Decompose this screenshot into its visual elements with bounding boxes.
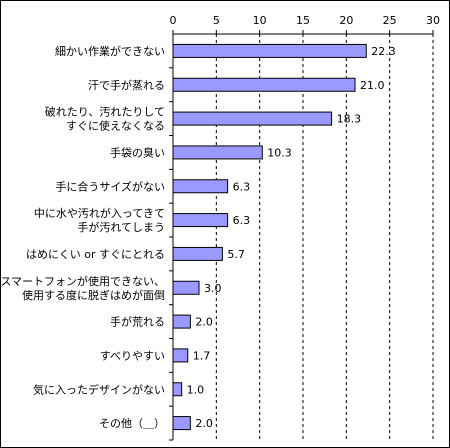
data-label: 3.0 [204, 282, 222, 295]
x-tick-label: 15 [296, 14, 310, 27]
category-label: はめにくい or すぐにとれる [26, 248, 165, 261]
x-tick-label: 20 [339, 14, 353, 27]
bar [172, 314, 191, 329]
data-label: 2.0 [195, 417, 213, 430]
bar [172, 348, 189, 363]
category-label: その他（＿） [99, 417, 165, 430]
category-label: 破れたり、汚れたりして [45, 105, 165, 119]
category-label: 細かい作業ができない [55, 44, 165, 58]
x-tick-label: 0 [170, 14, 177, 27]
data-label: 5.7 [227, 248, 245, 261]
bar [172, 179, 229, 194]
x-tick-label: 30 [426, 14, 440, 27]
category-label: 中に水や汚れが入ってきて [34, 206, 165, 220]
data-label: 1.0 [187, 383, 205, 396]
bar [172, 111, 333, 126]
category-label: 使用する度に脱ぎはめが面倒 [22, 288, 165, 302]
x-tick-label: 25 [383, 14, 397, 27]
data-label: 21.0 [360, 79, 385, 92]
bar [172, 416, 191, 431]
bar [172, 77, 356, 92]
x-tick-label: 10 [253, 14, 267, 27]
bar [172, 145, 263, 160]
data-label: 2.0 [195, 316, 213, 329]
data-label: 6.3 [233, 214, 251, 227]
category-label: 手が汚れてしまう [77, 220, 165, 234]
data-label: 18.3 [337, 113, 362, 126]
category-label: すべりやすい [100, 349, 165, 362]
category-label: 手袋の臭い [110, 145, 165, 159]
bar [172, 382, 183, 397]
bar [172, 43, 367, 58]
data-label: 22.3 [371, 45, 396, 58]
x-tick-label: 5 [213, 14, 220, 27]
category-label: 汗で手が蒸れる [88, 78, 165, 92]
data-label: 10.3 [267, 146, 292, 159]
category-label: スマートフォンが使用できない、 [0, 274, 165, 288]
bar [172, 246, 223, 261]
data-label: 6.3 [233, 180, 251, 193]
bar [172, 280, 200, 295]
category-label: すぐに使えなくなる [66, 120, 165, 133]
bar [172, 213, 229, 228]
data-label: 1.7 [193, 349, 211, 362]
category-label: 気に入ったデザインがない [33, 382, 165, 396]
category-label: 手が荒れる [110, 315, 165, 329]
category-label: 手に合うサイズがない [55, 179, 165, 193]
